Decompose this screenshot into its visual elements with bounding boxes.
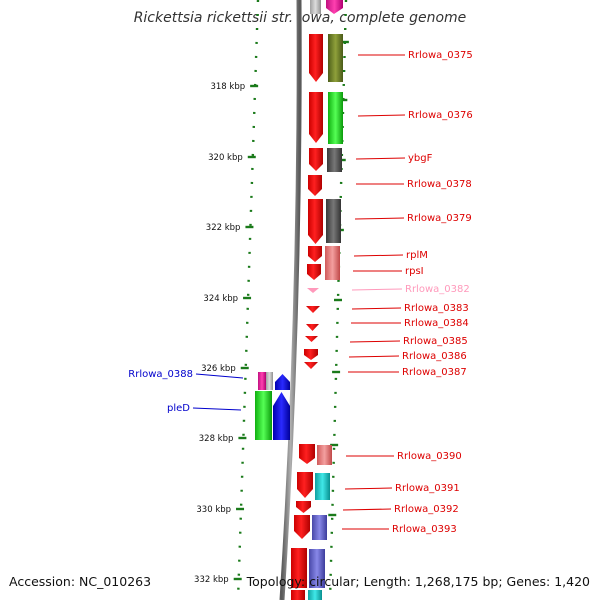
gene-fragment — [308, 590, 322, 600]
homolog-block — [325, 264, 340, 280]
gene-label[interactable]: pleD — [167, 403, 190, 414]
gene-fragment — [310, 0, 321, 14]
gene-arrow[interactable] — [308, 175, 322, 196]
homolog-block — [317, 445, 332, 465]
kbp-tick-label: 326 kbp — [201, 364, 236, 374]
kbp-tick-label: 320 kbp — [208, 153, 243, 163]
homolog-block — [328, 34, 343, 82]
homolog-block — [315, 473, 330, 500]
kbp-tick-label: 328 kbp — [199, 434, 234, 444]
gene-arrow[interactable] — [294, 515, 310, 539]
gene-arrow[interactable] — [304, 362, 318, 369]
kbp-tick-label: 322 kbp — [206, 223, 241, 233]
homolog-block — [326, 199, 341, 243]
gene-arrow[interactable] — [304, 349, 318, 360]
kbp-tick-label: 318 kbp — [210, 82, 245, 92]
gene-label[interactable]: Rrlowa_0379 — [407, 213, 472, 224]
gene-label[interactable]: Rrlowa_0391 — [395, 483, 460, 494]
gene-label[interactable]: rpsI — [405, 266, 424, 277]
gene-arrow[interactable] — [307, 288, 319, 293]
homolog-block — [312, 515, 327, 540]
gene-label[interactable]: Rrlowa_0385 — [403, 336, 468, 347]
homolog-block — [258, 372, 266, 390]
gene-arrow — [291, 548, 307, 588]
gene-label[interactable]: rplM — [406, 250, 428, 261]
gene-arrow[interactable] — [306, 324, 319, 331]
gene-arrow[interactable] — [305, 336, 318, 342]
gene-arrow[interactable] — [309, 148, 323, 171]
accession-text: Accession: NC_010263 — [9, 574, 152, 589]
gene-label[interactable]: Rrlowa_0388 — [128, 369, 193, 380]
homolog-block — [328, 92, 343, 144]
gene-leader-line — [353, 254, 404, 257]
gene-arrow[interactable] — [306, 306, 320, 313]
genome-backbone — [279, 0, 302, 600]
gene-leader-line — [357, 114, 406, 117]
gene-leader-line — [342, 508, 392, 511]
kbp-tick-label: 332 kbp — [194, 575, 229, 585]
gene-label[interactable]: ybgF — [408, 153, 433, 164]
gene-arrow[interactable] — [296, 501, 311, 513]
topology-text: Topology: circular; Length: 1,268,175 bp… — [246, 574, 590, 589]
gene-label[interactable]: Rrlowa_0375 — [408, 50, 473, 61]
gene-leader-line — [195, 373, 244, 379]
gene-leader-line — [349, 340, 401, 343]
gene-label[interactable]: Rrlowa_0387 — [402, 367, 467, 378]
gene-label[interactable]: Rrlowa_0393 — [392, 524, 457, 535]
gene-leader-line — [351, 288, 403, 291]
gene-label[interactable]: Rrlowa_0378 — [407, 179, 472, 190]
homolog-block — [309, 549, 325, 588]
gene-leader-line — [192, 407, 242, 411]
gene-arrow[interactable] — [273, 392, 290, 440]
gene-arrow[interactable] — [307, 264, 321, 280]
gene-leader-line — [344, 487, 393, 490]
gene-label[interactable]: Rrlowa_0382 — [405, 284, 470, 295]
gene-fragment — [326, 0, 343, 14]
gene-leader-line — [348, 355, 400, 358]
kbp-tick-label: 330 kbp — [196, 505, 231, 515]
gene-arrow[interactable] — [297, 472, 313, 498]
gene-arrow[interactable] — [275, 374, 290, 390]
gene-fragment — [291, 590, 305, 600]
homolog-block — [325, 246, 340, 264]
homolog-block — [327, 148, 342, 172]
gene-arrow[interactable] — [299, 444, 315, 464]
gene-arrow[interactable] — [309, 34, 323, 82]
gene-arrow[interactable] — [308, 246, 322, 262]
gene-label[interactable]: Rrlowa_0386 — [402, 351, 467, 362]
gene-label[interactable]: Rrlowa_0392 — [394, 504, 459, 515]
gene-leader-line — [351, 307, 402, 310]
gene-arrow[interactable] — [309, 92, 323, 143]
homolog-block — [255, 391, 272, 440]
gene-leader-line — [355, 157, 406, 160]
gene-leader-line — [354, 217, 405, 220]
homolog-block — [266, 372, 273, 390]
gene-label[interactable]: Rrlowa_0384 — [404, 318, 469, 329]
kbp-tick-label: 324 kbp — [203, 294, 238, 304]
gene-label[interactable]: Rrlowa_0376 — [408, 110, 473, 121]
gene-label[interactable]: Rrlowa_0383 — [404, 303, 469, 314]
gene-arrow[interactable] — [308, 199, 323, 244]
gene-label[interactable]: Rrlowa_0390 — [397, 451, 462, 462]
